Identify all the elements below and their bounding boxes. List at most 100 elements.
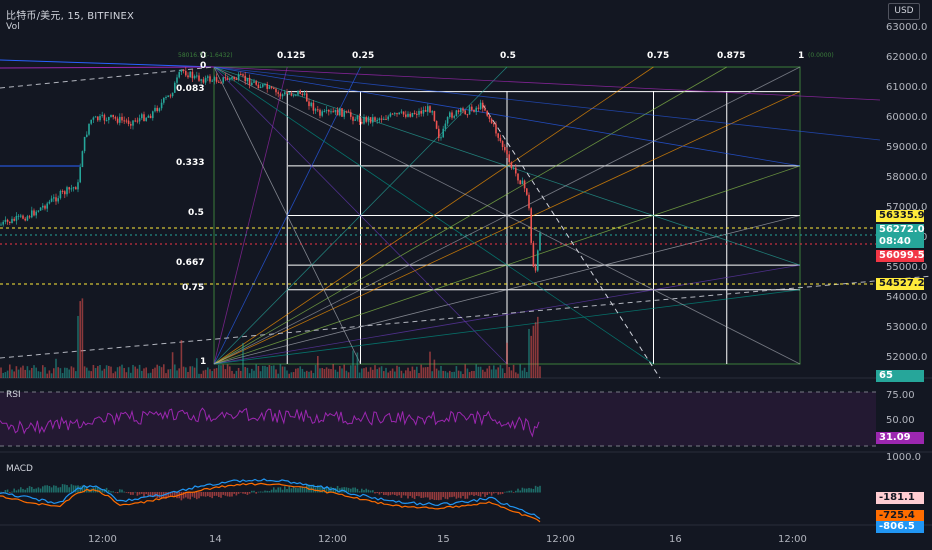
candle-body <box>64 191 66 195</box>
macd-histogram-bar <box>112 491 114 493</box>
candle-body <box>246 77 249 82</box>
macd-histogram-bar <box>506 491 508 493</box>
fib-top-level-label: 0.5 <box>500 51 516 61</box>
volume-bar <box>284 366 286 378</box>
macd-histogram-bar <box>220 492 222 498</box>
macd-histogram-bar <box>433 492 436 501</box>
volume-bar <box>66 367 68 378</box>
volume-bar <box>464 364 466 378</box>
macd-histogram-bar <box>244 492 246 494</box>
macd-histogram-bar <box>523 488 526 493</box>
candle-body <box>218 81 220 83</box>
macd-histogram-bar <box>116 492 119 494</box>
macd-histogram-bar <box>286 488 288 493</box>
macd-histogram-bar <box>389 492 392 496</box>
volume-bar <box>55 358 57 378</box>
volume-indicator-label[interactable]: Vol <box>6 22 21 32</box>
candle-body <box>385 118 387 120</box>
candle-body <box>13 218 15 221</box>
macd-histogram-bar <box>303 488 306 493</box>
time-axis-label: 12:00 <box>318 534 347 545</box>
volume-bar <box>119 366 121 378</box>
macd-histogram-bar <box>499 492 502 495</box>
price-axis-label: 59000.0 <box>886 142 928 153</box>
time-axis-label: 12:00 <box>546 534 575 545</box>
volume-bar <box>75 371 77 378</box>
macd-histogram-bar <box>143 492 145 497</box>
candle-body <box>343 111 345 117</box>
candle-body <box>383 118 385 120</box>
volume-bar <box>418 373 420 378</box>
macd-label[interactable]: MACD <box>6 464 33 474</box>
macd-histogram-bar <box>127 492 130 494</box>
macd-histogram-bar <box>165 492 167 499</box>
volume-bar <box>163 364 165 378</box>
macd-histogram-bar <box>268 491 271 493</box>
volume-bar <box>2 372 4 378</box>
macd-histogram-bar <box>517 488 519 493</box>
volume-bar <box>196 358 198 378</box>
candle-body <box>99 115 101 121</box>
volume-bar <box>339 366 341 378</box>
candle-body <box>301 94 304 96</box>
candle-body <box>61 190 64 192</box>
candle-body <box>253 81 255 83</box>
price-axis-label: 57000.0 <box>886 202 928 213</box>
trend-line <box>0 66 215 69</box>
macd-histogram-bar <box>70 484 73 493</box>
volume-bar <box>389 370 392 378</box>
candle-body <box>97 116 99 121</box>
candle-body <box>517 173 519 181</box>
candle-body <box>200 79 202 81</box>
volume-bar <box>138 364 141 378</box>
macd-histogram-bar <box>64 484 66 493</box>
volume-bar <box>6 370 9 378</box>
volume-bar <box>292 372 295 378</box>
currency-button[interactable]: USD <box>888 3 920 20</box>
candle-body <box>103 114 106 121</box>
volume-bar <box>290 372 293 378</box>
candle-body <box>207 76 209 78</box>
candle-body <box>466 114 469 116</box>
rsi-band <box>0 392 876 446</box>
candle-body <box>77 182 79 190</box>
macd-histogram-bar <box>185 492 187 498</box>
volume-bar <box>57 367 59 378</box>
macd-histogram-bar <box>9 492 11 493</box>
volume-bar <box>125 372 128 378</box>
candle-body <box>11 218 13 223</box>
candle-body <box>537 250 539 271</box>
volume-bar <box>475 364 477 378</box>
volume-bar <box>233 373 235 378</box>
macd-histogram-bar <box>167 492 169 497</box>
candle-body <box>127 120 130 125</box>
volume-bar <box>354 365 356 378</box>
volume-bar <box>240 370 242 378</box>
volume-bar <box>64 367 66 378</box>
candle-body <box>532 242 535 267</box>
fib-fan-ray <box>213 66 361 365</box>
macd-histogram-bar <box>103 488 106 493</box>
macd-histogram-bar <box>398 492 400 496</box>
candle-body <box>189 71 191 78</box>
volume-bar <box>378 367 381 378</box>
candle-body <box>0 224 2 226</box>
macd-histogram-bar <box>356 488 359 493</box>
macd-histogram-bar <box>123 491 125 493</box>
candle-body <box>416 113 418 115</box>
macd-histogram-bar <box>347 487 350 493</box>
macd-histogram-bar <box>277 487 279 493</box>
candle-body <box>262 84 264 87</box>
macd-histogram-bar <box>361 488 363 493</box>
macd-histogram-bar <box>490 492 493 496</box>
volume-bar <box>53 368 55 378</box>
macd-histogram-bar <box>396 492 398 496</box>
symbol-title[interactable]: 比特币/美元, 15, BITFINEX <box>6 11 135 22</box>
rsi-label[interactable]: RSI <box>6 390 21 400</box>
volume-bar <box>46 373 48 378</box>
fib-top-level-label: 0.75 <box>647 51 670 61</box>
candle-body <box>394 113 396 115</box>
volume-bar <box>31 367 33 378</box>
macd-histogram-bar <box>534 485 537 493</box>
